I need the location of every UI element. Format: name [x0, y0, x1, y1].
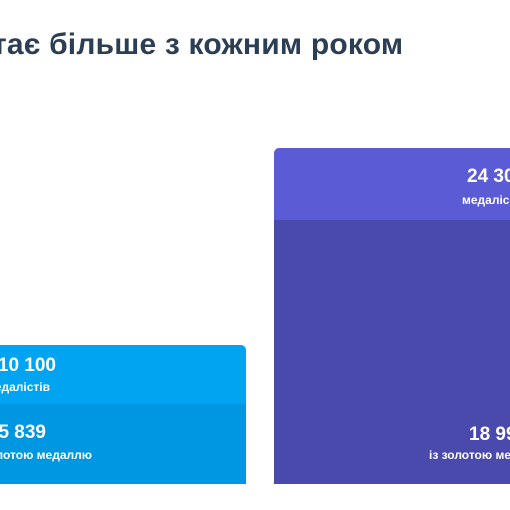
- bar-left-gold-caption: золотою медаллю: [0, 448, 92, 462]
- bar-left: 10 100 медалістів 5 839 золотою медаллю: [0, 345, 246, 484]
- bar-right-gold-caption: із золотою ме: [429, 448, 510, 462]
- bar-left-gold-value: 5 839: [0, 422, 46, 443]
- bar-left-gold-segment: [0, 404, 246, 484]
- bar-right: 24 30 медаліс 18 99 із золотою ме: [274, 148, 510, 484]
- bar-right-total-caption: медаліс: [462, 193, 510, 207]
- bar-right-total-value: 24 30: [467, 166, 510, 187]
- bar-left-total-value: 10 100: [0, 355, 56, 376]
- bar-right-gold-segment: [274, 220, 510, 484]
- bar-right-gold-value: 18 99: [469, 424, 510, 445]
- bar-left-total-caption: медалістів: [0, 380, 50, 394]
- slide-title: тає більше з кожним роком: [0, 28, 404, 61]
